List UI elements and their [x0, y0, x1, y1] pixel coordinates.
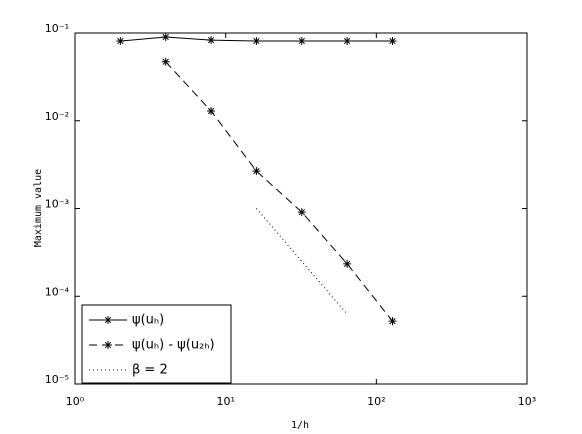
series-line: [165, 61, 393, 322]
x-tick-label: 10¹: [216, 395, 234, 408]
y-tick-label: 10⁻³: [45, 198, 69, 211]
marker-stroke: [389, 318, 396, 325]
data-point: [161, 57, 170, 66]
y-tick-label: 10⁻⁴: [45, 285, 70, 298]
marker-stroke: [253, 37, 260, 45]
marker-stroke: [343, 260, 351, 268]
marker-stroke: [207, 107, 215, 115]
marker-stroke: [117, 37, 124, 45]
data-point: [297, 208, 306, 217]
data-point: [343, 37, 352, 46]
marker-stroke: [389, 37, 396, 45]
marker-stroke: [298, 37, 305, 45]
legend-label: ψ(uₕ): [132, 313, 164, 328]
data-point: [388, 37, 397, 46]
marker-stroke: [162, 33, 169, 41]
data-point: [343, 259, 352, 268]
data-point: [116, 37, 125, 46]
legend-label: β = 2: [132, 363, 168, 378]
marker-stroke: [298, 208, 305, 216]
legend-label: ψ(uₕ) - ψ(u₂ₕ): [132, 338, 215, 353]
marker-stroke: [253, 167, 260, 175]
marker-stroke: [104, 316, 112, 324]
marker-stroke: [104, 341, 112, 349]
data-point: [297, 37, 306, 46]
data-point: [207, 107, 216, 116]
series-line: [256, 208, 348, 315]
marker-stroke: [343, 37, 351, 45]
legend-marker: [104, 316, 112, 324]
y-axis-label: Maximum value: [33, 169, 44, 247]
marker-stroke: [162, 58, 169, 65]
legend-marker: [104, 341, 112, 349]
marker-stroke: [207, 36, 215, 44]
x-tick-label: 10²: [367, 395, 385, 408]
y-tick-label: 10⁻²: [45, 110, 69, 123]
data-point: [161, 33, 170, 42]
x-tick-label: 10³: [518, 395, 536, 408]
y-tick-label: 10⁻⁵: [45, 373, 69, 386]
x-tick-label: 10⁰: [66, 395, 85, 408]
data-point: [252, 167, 261, 176]
data-point: [252, 37, 261, 46]
data-point: [207, 36, 216, 45]
y-tick-label: 10⁻¹: [45, 22, 69, 35]
data-point: [388, 317, 397, 326]
x-axis-label: 1/h: [291, 420, 309, 431]
